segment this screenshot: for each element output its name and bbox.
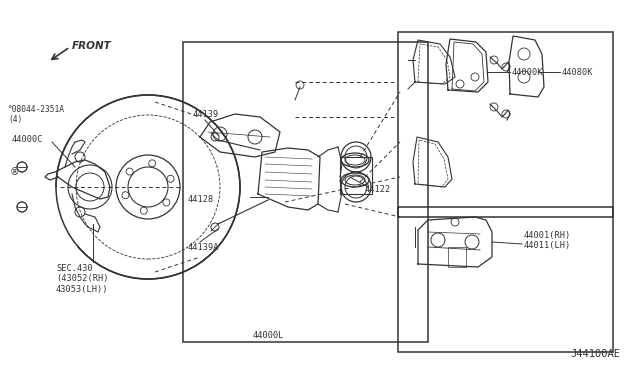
Bar bbox=[398, 32, 613, 217]
Text: J44100AE: J44100AE bbox=[570, 349, 620, 359]
Text: 44000L: 44000L bbox=[252, 331, 284, 340]
Bar bbox=[183, 42, 428, 342]
Text: 44128: 44128 bbox=[188, 195, 214, 204]
Bar bbox=[340, 157, 372, 194]
Text: 44139: 44139 bbox=[193, 110, 220, 119]
Text: 44000C: 44000C bbox=[12, 135, 44, 144]
Text: SEC.430
(43052(RH)
43053(LH)): SEC.430 (43052(RH) 43053(LH)) bbox=[56, 264, 109, 294]
Text: 44122: 44122 bbox=[365, 185, 391, 194]
Text: FRONT: FRONT bbox=[72, 41, 112, 51]
Text: 44139A: 44139A bbox=[188, 243, 220, 252]
Text: 44001(RH)
44011(LH): 44001(RH) 44011(LH) bbox=[524, 231, 572, 250]
Bar bbox=[398, 207, 613, 352]
Bar bbox=[448, 247, 466, 267]
Text: ®: ® bbox=[9, 167, 19, 177]
Text: 44000K: 44000K bbox=[512, 68, 543, 77]
Text: °08044-2351A
(4): °08044-2351A (4) bbox=[8, 105, 65, 124]
Text: 44080K: 44080K bbox=[562, 68, 593, 77]
